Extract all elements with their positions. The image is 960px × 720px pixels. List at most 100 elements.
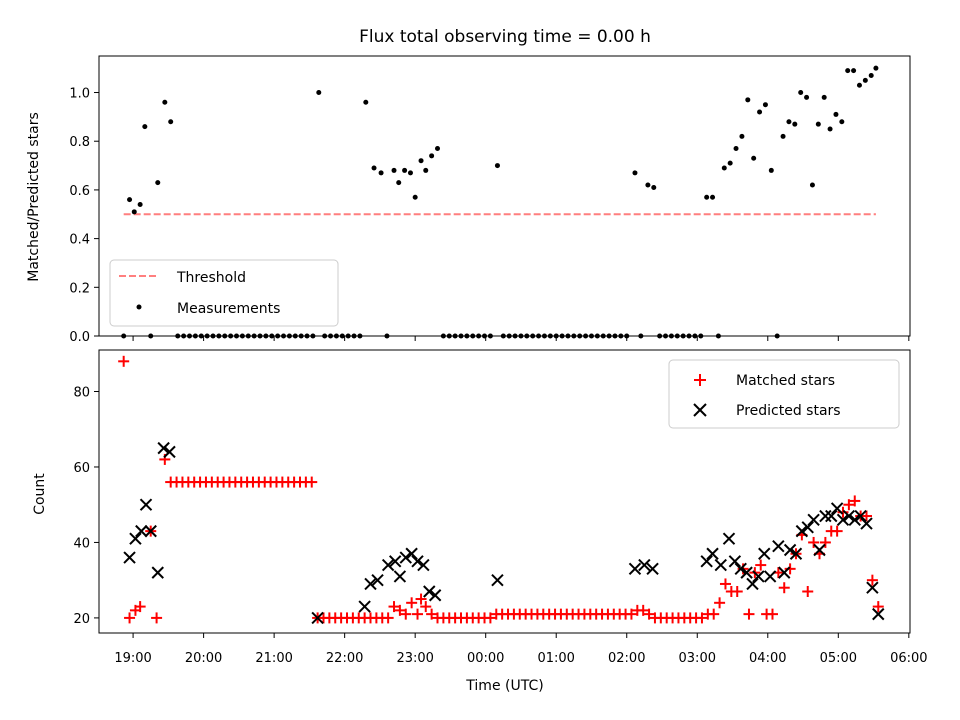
measurement-point-119 [827,126,833,132]
matched-point-45 [388,601,400,613]
predicted-point-37 [778,566,791,579]
measurement-point-63 [494,163,500,169]
measurement-point-122 [845,68,851,74]
predicted-point-14 [393,570,407,583]
measurement-point-99 [710,194,716,200]
matched-point-86 [625,608,637,620]
bottom-frame [98,349,911,634]
bottom-ytick-label-2: 60 [73,461,90,476]
bottom-ytick-label-0: 20 [73,612,90,627]
matched-point-98 [696,612,708,624]
measurement-point-50 [418,158,424,164]
top-legend-box [109,259,339,327]
matched-point-47 [400,608,412,620]
bottom-ylabel: Count [32,473,48,515]
matched-point-1 [124,612,136,624]
bottom-legend: Matched stars Predicted stars [668,359,900,429]
bottom-xtick-label-2: 21:00 [255,651,292,666]
measurement-point-127 [873,65,879,71]
predicted-point-12 [381,558,395,572]
matched-point-127 [866,574,878,586]
predicted-point-5 [151,566,164,579]
measurement-point-124 [856,82,862,88]
top-ytick-label-3: 0.6 [69,184,90,199]
predicted-point-2 [135,524,148,538]
predicted-point-11 [371,573,384,587]
predicted-point-38 [783,543,797,557]
predicted-point-51 [860,517,873,530]
predicted-point-10 [364,577,377,591]
measurement-point-33 [316,90,322,96]
top-ytick-label-4: 0.8 [69,135,90,150]
measurement-point-123 [851,68,857,74]
measurement-point-106 [751,155,757,161]
predicted-point-3 [139,498,153,511]
predicted-point-34 [758,547,771,560]
measurement-point-53 [435,146,441,152]
measurement-point-102 [727,160,733,166]
predicted-point-41 [801,521,814,534]
measurement-point-8 [168,119,174,125]
measurement-point-89 [651,184,657,190]
measurement-point-7 [162,99,168,105]
measurement-point-118 [821,94,827,100]
bottom-xtick-label-5: 00:00 [467,651,504,666]
matched-point-31 [306,476,318,488]
predicted-point-20 [428,589,442,602]
predicted-point-7 [163,445,176,459]
measurement-point-43 [378,170,384,176]
measurement-point-41 [363,99,369,105]
measurement-point-109 [768,167,774,173]
matched-point-121 [831,525,843,537]
top-legend: Threshold Measurements [109,259,339,327]
measurement-point-105 [745,97,751,103]
bottom-legend-box [668,359,900,429]
predicted-point-45 [825,509,838,523]
matched-point-101 [714,597,726,609]
measurement-point-98 [704,194,710,200]
legend-matched-label: Matched stars [736,373,835,389]
predicted-point-33 [752,570,765,583]
bottom-xtick-label-6: 01:00 [537,651,574,666]
bottom-xtick-label-4: 23:00 [396,651,433,666]
predicted-point-42 [807,513,820,527]
matched-point-62 [484,612,496,624]
measurement-point-52 [429,153,435,159]
matched-point-88 [637,604,649,616]
top-ytick-label-5: 1.0 [69,87,90,102]
matched-point-110 [766,608,778,620]
matched-point-124 [849,495,861,507]
legend-matched-swatch [694,374,706,386]
predicted-point-18 [417,558,430,572]
matched-point-3 [134,601,146,613]
predicted-point-29 [728,555,742,568]
measurement-point-112 [786,119,792,125]
measurement-point-86 [632,170,638,176]
predicted-point-22 [628,562,642,576]
predicted-point-28 [722,532,736,545]
predicted-point-17 [411,555,424,568]
predicted-point-27 [714,558,727,572]
legend-measurements-label: Measurements [177,301,280,317]
predicted-point-19 [423,585,436,598]
predicted-point-30 [734,562,747,576]
legend-predicted-label: Predicted stars [736,403,841,419]
measurement-point-42 [371,165,377,171]
matched-point-49 [412,608,424,620]
measurement-point-117 [815,121,821,127]
matched-point-48 [406,597,418,609]
bottom-xtick-label-8: 03:00 [679,651,716,666]
predicted-point-39 [789,547,803,560]
predicted-point-4 [144,524,157,538]
predicted-point-23 [638,558,651,572]
predicted-point-47 [836,513,850,527]
bottom-xlabel: Time (UTC) [465,678,543,694]
measurement-point-3 [137,202,143,208]
matched-point-50 [415,593,427,605]
count-panel: 20 40 60 80 19:00 20:00 21:00 22:00 23:00 00:00 01… [73,349,928,666]
bottom-xtick-label-7: 02:00 [608,651,645,666]
predicted-point-50 [854,509,867,523]
measurement-point-108 [762,102,768,108]
bottom-axes: 20 40 60 80 19:00 20:00 21:00 22:00 23:00 00:00 01… [73,349,928,666]
matched-point-44 [382,612,394,624]
